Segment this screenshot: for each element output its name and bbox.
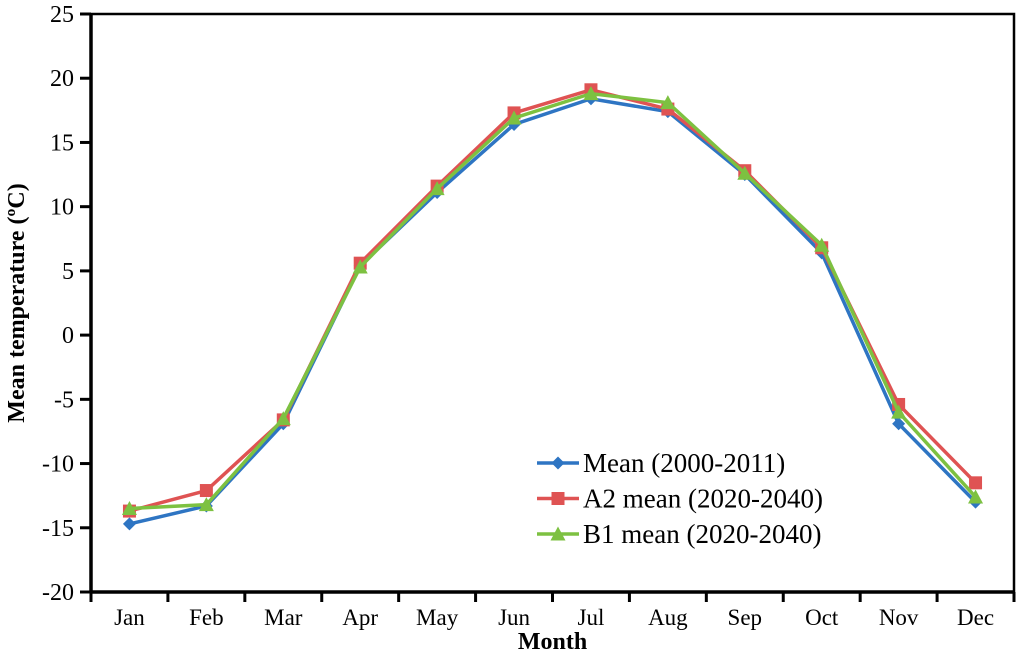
y-tick-label: 10 (50, 195, 74, 221)
data-point-triangle (583, 86, 599, 101)
legend-marker-diamond (551, 456, 565, 470)
x-axis-title: Month (518, 629, 587, 655)
data-point-diamond (122, 517, 136, 531)
y-tick-label: 25 (50, 2, 74, 28)
y-tick-label: 15 (50, 130, 74, 156)
data-point-triangle (891, 404, 907, 419)
data-point-triangle (506, 110, 522, 125)
y-tick-label: 5 (62, 259, 74, 285)
y-tick-label: -20 (42, 580, 74, 606)
data-point-triangle (121, 501, 137, 516)
x-tick-label: Oct (805, 605, 839, 630)
data-point-triangle (352, 259, 368, 274)
x-tick-label: May (416, 605, 459, 630)
x-tick-label: Dec (957, 605, 994, 630)
data-point-square (199, 484, 213, 498)
data-point-triangle (660, 95, 676, 110)
legend-marker-square (551, 492, 565, 505)
y-axis-title: Mean temperature (ºC) (4, 183, 30, 422)
y-tick-label: -10 (42, 452, 74, 478)
y-tick-label: 20 (50, 66, 74, 92)
y-tick-label: -5 (54, 387, 74, 413)
x-tick-label: Jul (578, 605, 605, 630)
series-line-triangle (129, 91, 977, 511)
data-point-triangle (275, 411, 291, 426)
x-tick-label: Apr (342, 605, 378, 630)
data-point-square (969, 476, 983, 490)
x-tick-label: Aug (648, 605, 688, 630)
legend-marker-triangle (550, 526, 566, 541)
legend-label: Mean (2000-2011) (583, 448, 785, 478)
x-tick-label: Jan (114, 605, 145, 630)
x-tick-label: Mar (264, 605, 303, 630)
data-point-triangle (198, 497, 214, 512)
legend-label: B1 mean (2020-2040) (583, 519, 821, 549)
x-tick-label: Nov (879, 605, 919, 630)
x-tick-label: Feb (189, 605, 224, 630)
data-point-triangle (429, 181, 445, 196)
y-tick-label: -15 (42, 516, 74, 542)
legend-label: A2 mean (2020-2040) (583, 484, 823, 514)
data-point-triangle (968, 489, 984, 504)
y-tick-label: 0 (62, 323, 74, 349)
data-point-diamond (892, 417, 906, 431)
data-point-triangle (737, 165, 753, 180)
x-tick-label: Jun (498, 605, 530, 630)
data-point-triangle (814, 237, 830, 252)
series-line-diamond (129, 96, 977, 526)
x-tick-label: Sep (728, 605, 763, 630)
